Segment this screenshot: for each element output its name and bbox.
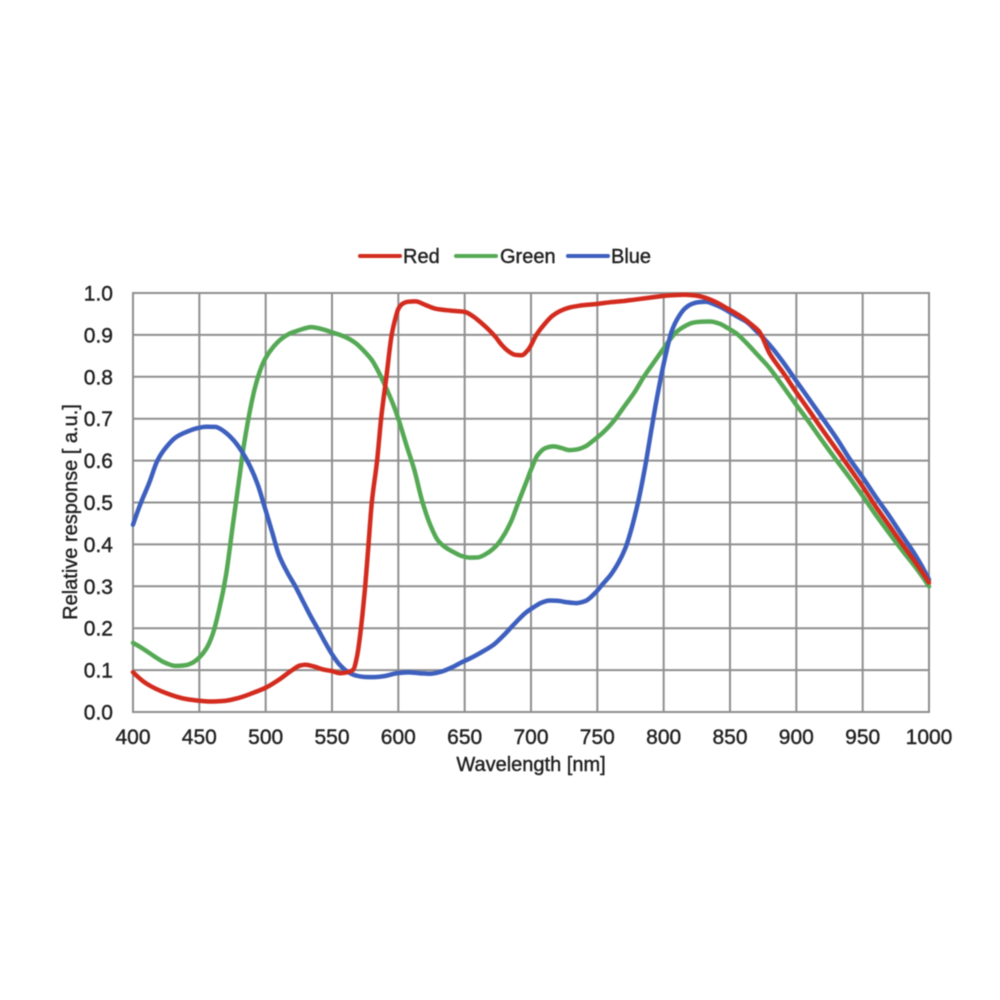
svg-text:Wavelength [nm]: Wavelength [nm]: [456, 754, 605, 776]
svg-text:0.4: 0.4: [84, 534, 114, 557]
svg-text:1000: 1000: [906, 726, 953, 749]
svg-text:400: 400: [115, 726, 150, 749]
svg-text:0.9: 0.9: [84, 324, 113, 347]
svg-text:450: 450: [182, 726, 217, 749]
svg-text:0.8: 0.8: [84, 366, 113, 389]
svg-text:0.6: 0.6: [84, 450, 113, 473]
svg-text:Relative response [ a.u.]: Relative response [ a.u.]: [60, 404, 82, 620]
svg-text:Green: Green: [500, 246, 556, 268]
svg-text:900: 900: [779, 726, 814, 749]
svg-text:1.0: 1.0: [84, 283, 113, 306]
svg-text:0.2: 0.2: [84, 618, 113, 641]
svg-text:0.3: 0.3: [84, 576, 113, 599]
svg-text:0.1: 0.1: [84, 660, 113, 683]
svg-text:550: 550: [314, 726, 349, 749]
svg-text:850: 850: [712, 726, 747, 749]
svg-text:0.7: 0.7: [84, 408, 113, 431]
svg-text:500: 500: [248, 726, 283, 749]
svg-text:700: 700: [513, 726, 548, 749]
svg-text:800: 800: [646, 726, 681, 749]
svg-text:600: 600: [381, 726, 416, 749]
svg-text:0.5: 0.5: [84, 492, 113, 515]
svg-text:0.0: 0.0: [84, 702, 113, 725]
svg-text:650: 650: [447, 726, 482, 749]
svg-text:950: 950: [845, 726, 880, 749]
svg-text:Blue: Blue: [611, 246, 651, 268]
svg-text:Red: Red: [403, 246, 440, 268]
svg-text:750: 750: [580, 726, 615, 749]
